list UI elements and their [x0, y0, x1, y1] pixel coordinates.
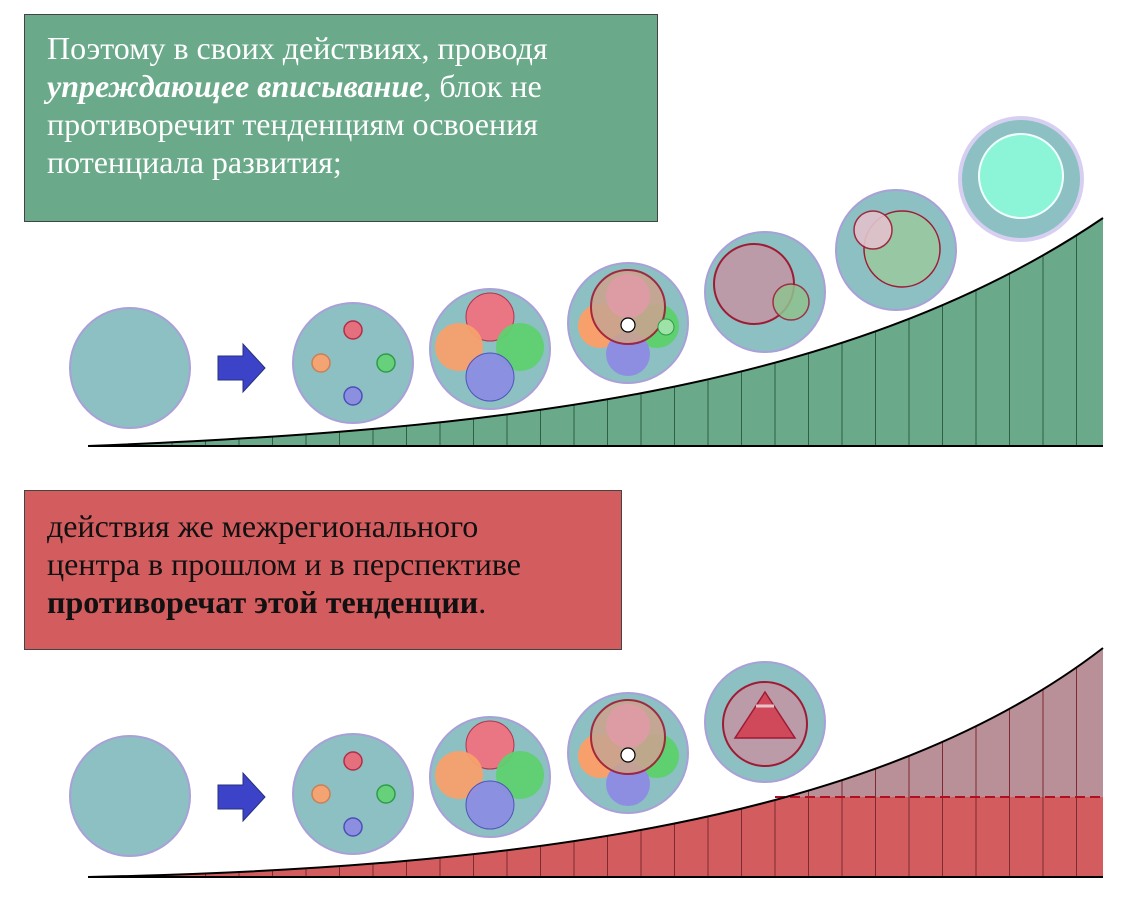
- bottom-caption-end: .: [478, 584, 487, 620]
- top-stage-5-circle: [704, 231, 826, 353]
- top-stage-4-circle: [567, 262, 689, 384]
- top-arrow-icon: [217, 342, 266, 394]
- top-caption-line-4: потенциала развития;: [47, 144, 342, 180]
- top-caption-line-1: Поэтому в своих действиях, проводя: [47, 30, 548, 66]
- top-stage-6-circle: [835, 189, 957, 311]
- top-stage-2-circle: [292, 302, 414, 424]
- top-caption-line-3: противоречит тенденциям освоения: [47, 106, 538, 142]
- bottom-caption-line-1: действия же межрегионального: [47, 508, 479, 544]
- top-caption-emphasis: упреждающее вписывание: [47, 68, 424, 104]
- top-stage-3-circle: [429, 288, 551, 410]
- bottom-stage-1-circle: [69, 735, 191, 857]
- top-stage-1-circle: [69, 307, 191, 429]
- bottom-stage-5-circle: [704, 661, 826, 783]
- top-growth-curve: [87, 217, 1104, 447]
- bottom-caption-box: действия же межрегионального центра в пр…: [24, 490, 622, 650]
- bottom-stage-3-circle: [429, 716, 551, 838]
- top-caption-line-2-rest: , блок не: [423, 68, 542, 104]
- bottom-stage-2-circle: [292, 733, 414, 855]
- bottom-arrow-icon: [217, 771, 266, 823]
- bottom-growth-curve: [87, 647, 1104, 878]
- triangle-icon: [733, 690, 797, 739]
- bottom-stage-4-circle: [567, 692, 689, 814]
- bottom-caption-line-2: центра в прошлом и в перспективе: [47, 546, 521, 582]
- top-caption-box: Поэтому в своих действиях, проводя упреж…: [24, 14, 658, 222]
- top-stage-7-circle: [958, 116, 1084, 242]
- bottom-caption-emphasis: противоречат этой тенденции: [47, 584, 479, 620]
